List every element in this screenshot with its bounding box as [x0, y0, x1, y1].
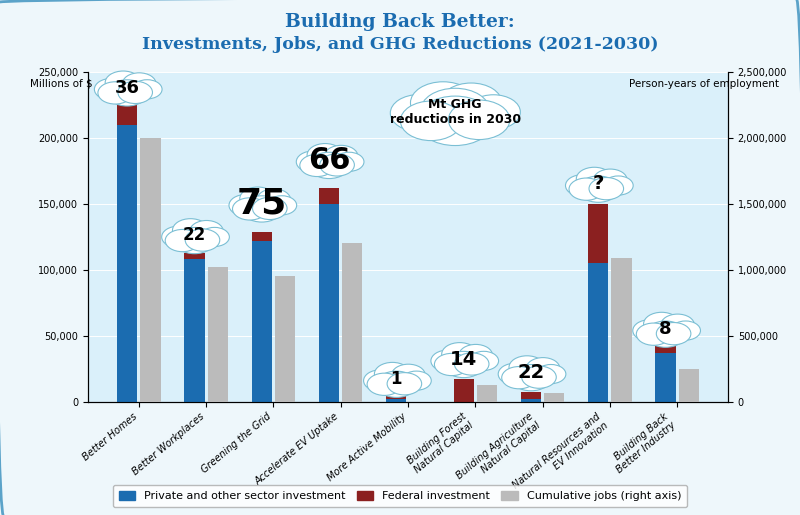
Bar	[454, 379, 474, 402]
Bar	[611, 258, 632, 402]
Legend: Private and other sector investment, Federal investment, Cumulative jobs (right : Private and other sector investment, Fed…	[113, 485, 687, 507]
Bar	[588, 204, 608, 263]
Text: 22: 22	[183, 227, 206, 245]
Text: Mt GHG
reductions in 2030: Mt GHG reductions in 2030	[390, 98, 521, 126]
Bar	[208, 267, 228, 402]
Bar	[184, 253, 205, 260]
Bar	[252, 232, 272, 241]
Bar	[521, 399, 541, 402]
Bar	[477, 385, 497, 402]
Text: 22: 22	[518, 363, 545, 382]
Text: Millions of $: Millions of $	[30, 79, 93, 89]
Text: 75: 75	[237, 187, 287, 221]
Text: 66: 66	[308, 146, 350, 175]
Bar	[275, 277, 295, 402]
Bar	[386, 397, 406, 399]
Bar	[386, 399, 406, 402]
Bar	[342, 244, 362, 402]
Text: Building Back Better:: Building Back Better:	[285, 13, 515, 31]
Text: 14: 14	[450, 350, 478, 369]
Text: Investments, Jobs, and GHG Reductions (2021-2030): Investments, Jobs, and GHG Reductions (2…	[142, 36, 658, 53]
Bar	[678, 369, 699, 402]
Bar	[319, 204, 339, 402]
Bar	[521, 392, 541, 399]
Bar	[319, 188, 339, 204]
Text: Person-years of employment: Person-years of employment	[630, 79, 779, 89]
Bar	[117, 125, 138, 402]
Bar	[117, 105, 138, 125]
Text: 8: 8	[659, 320, 672, 338]
Bar	[655, 353, 676, 402]
Text: ?: ?	[593, 175, 604, 194]
Bar	[184, 260, 205, 402]
Bar	[544, 393, 564, 402]
Text: 1: 1	[390, 370, 402, 388]
Text: 36: 36	[114, 79, 140, 97]
Bar	[252, 241, 272, 402]
Bar	[140, 138, 161, 402]
Bar	[588, 263, 608, 402]
Bar	[655, 346, 676, 353]
